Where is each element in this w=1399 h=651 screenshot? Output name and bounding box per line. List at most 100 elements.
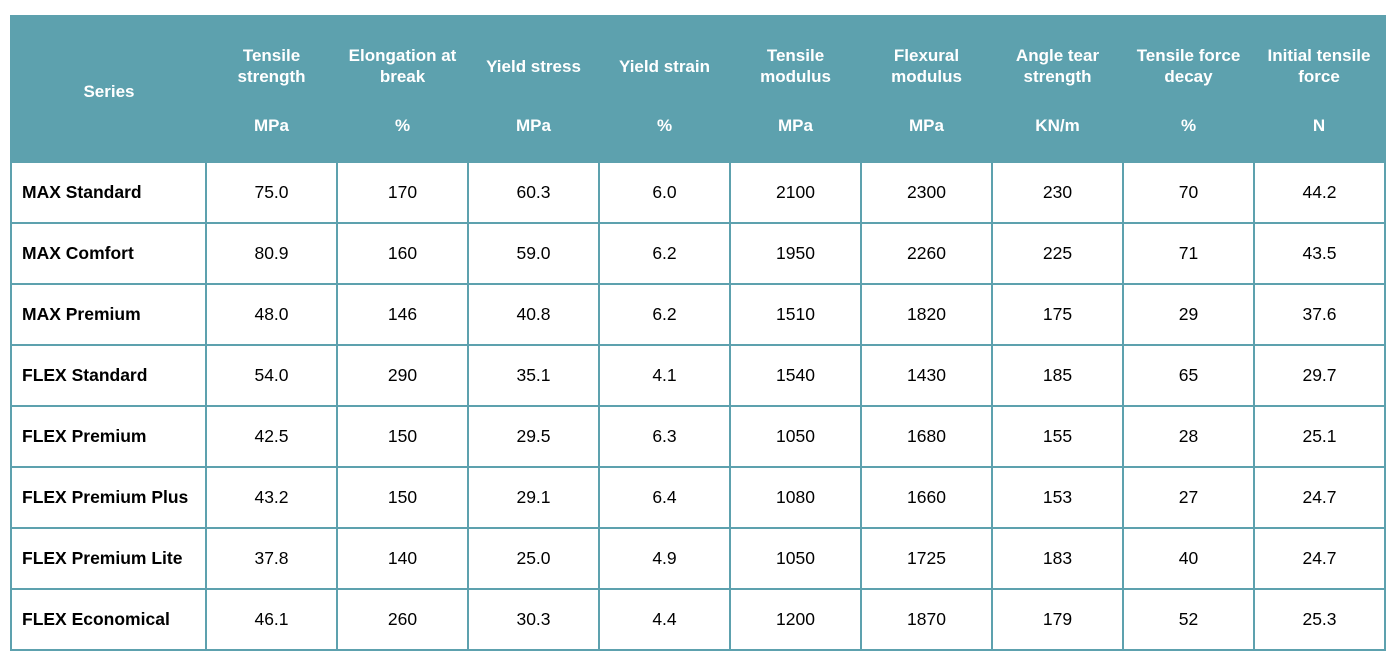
table-row: FLEX Premium Lite 37.8 140 25.0 4.9 1050 1725 1… <box>10 527 1386 590</box>
value-cell: 6.3 <box>598 405 731 468</box>
value-cell: 44.2 <box>1253 161 1386 224</box>
value-cell: 1200 <box>729 588 862 651</box>
value-cell: 1050 <box>729 405 862 468</box>
column-header: Yield strain <box>599 16 730 111</box>
column-header: Yield stress <box>468 16 599 111</box>
value-cell: 225 <box>991 222 1124 285</box>
table-header: Series Tensile strength Elongation at bre… <box>11 16 1385 162</box>
value-cell: 1680 <box>860 405 993 468</box>
value-cell: 28 <box>1122 405 1255 468</box>
value-cell: 1050 <box>729 527 862 590</box>
value-cell: 59.0 <box>467 222 600 285</box>
table-row: MAX Comfort 80.9 160 59.0 6.2 1950 2260 225 71 43… <box>10 222 1386 285</box>
table-row: FLEX Standard 54.0 290 35.1 4.1 1540 1430 185 65… <box>10 344 1386 407</box>
value-cell: 1660 <box>860 466 993 529</box>
table-row: MAX Premium 48.0 146 40.8 6.2 1510 1820 175 29 37… <box>10 283 1386 346</box>
series-name-cell: MAX Comfort <box>10 222 207 285</box>
properties-table-container: Series Tensile strength Elongation at bre… <box>10 15 1386 651</box>
series-name-cell: MAX Standard <box>10 161 207 224</box>
value-cell: 35.1 <box>467 344 600 407</box>
value-cell: 4.4 <box>598 588 731 651</box>
series-name-cell: FLEX Standard <box>10 344 207 407</box>
value-cell: 183 <box>991 527 1124 590</box>
value-cell: 1540 <box>729 344 862 407</box>
value-cell: 155 <box>991 405 1124 468</box>
column-unit: MPa <box>206 111 337 162</box>
value-cell: 25.0 <box>467 527 600 590</box>
column-header: Tensile modulus <box>730 16 861 111</box>
value-cell: 37.6 <box>1253 283 1386 346</box>
column-header: Tensile strength <box>206 16 337 111</box>
column-header: Initial tensile force <box>1254 16 1385 111</box>
value-cell: 75.0 <box>205 161 338 224</box>
column-header: Elongation at break <box>337 16 468 111</box>
value-cell: 170 <box>336 161 469 224</box>
column-header: Flexural modulus <box>861 16 992 111</box>
column-unit: KN/m <box>992 111 1123 162</box>
value-cell: 52 <box>1122 588 1255 651</box>
column-unit: % <box>1123 111 1254 162</box>
value-cell: 6.2 <box>598 222 731 285</box>
value-cell: 71 <box>1122 222 1255 285</box>
value-cell: 1820 <box>860 283 993 346</box>
value-cell: 25.1 <box>1253 405 1386 468</box>
value-cell: 185 <box>991 344 1124 407</box>
column-header: Tensile force decay <box>1123 16 1254 111</box>
value-cell: 230 <box>991 161 1124 224</box>
value-cell: 4.1 <box>598 344 731 407</box>
value-cell: 30.3 <box>467 588 600 651</box>
value-cell: 6.2 <box>598 283 731 346</box>
value-cell: 70 <box>1122 161 1255 224</box>
value-cell: 4.9 <box>598 527 731 590</box>
value-cell: 29.7 <box>1253 344 1386 407</box>
column-unit: % <box>599 111 730 162</box>
column-unit: MPa <box>730 111 861 162</box>
value-cell: 65 <box>1122 344 1255 407</box>
value-cell: 153 <box>991 466 1124 529</box>
value-cell: 80.9 <box>205 222 338 285</box>
value-cell: 6.0 <box>598 161 731 224</box>
value-cell: 1430 <box>860 344 993 407</box>
column-unit: N <box>1254 111 1385 162</box>
value-cell: 43.2 <box>205 466 338 529</box>
value-cell: 40 <box>1122 527 1255 590</box>
table-body: MAX Standard 75.0 170 60.3 6.0 2100 2300 230 70 4… <box>10 161 1386 651</box>
value-cell: 46.1 <box>205 588 338 651</box>
value-cell: 2100 <box>729 161 862 224</box>
value-cell: 260 <box>336 588 469 651</box>
value-cell: 290 <box>336 344 469 407</box>
value-cell: 43.5 <box>1253 222 1386 285</box>
value-cell: 24.7 <box>1253 527 1386 590</box>
table-row: FLEX Economical 46.1 260 30.3 4.4 1200 1870 179… <box>10 588 1386 651</box>
value-cell: 140 <box>336 527 469 590</box>
series-column-header: Series <box>11 16 206 162</box>
column-header: Angle tear strength <box>992 16 1123 111</box>
value-cell: 60.3 <box>467 161 600 224</box>
value-cell: 179 <box>991 588 1124 651</box>
series-name-cell: FLEX Premium <box>10 405 207 468</box>
value-cell: 1870 <box>860 588 993 651</box>
value-cell: 1510 <box>729 283 862 346</box>
value-cell: 150 <box>336 466 469 529</box>
value-cell: 25.3 <box>1253 588 1386 651</box>
value-cell: 150 <box>336 405 469 468</box>
series-name-cell: FLEX Economical <box>10 588 207 651</box>
column-unit: MPa <box>468 111 599 162</box>
table-row: FLEX Premium Plus 43.2 150 29.1 6.4 1080 1660 1… <box>10 466 1386 529</box>
value-cell: 2300 <box>860 161 993 224</box>
table-row: FLEX Premium 42.5 150 29.5 6.3 1050 1680 155 28 2… <box>10 405 1386 468</box>
value-cell: 42.5 <box>205 405 338 468</box>
value-cell: 1080 <box>729 466 862 529</box>
value-cell: 1725 <box>860 527 993 590</box>
value-cell: 29 <box>1122 283 1255 346</box>
value-cell: 27 <box>1122 466 1255 529</box>
value-cell: 6.4 <box>598 466 731 529</box>
value-cell: 175 <box>991 283 1124 346</box>
series-name-cell: FLEX Premium Lite <box>10 527 207 590</box>
properties-table: Series Tensile strength Elongation at bre… <box>10 15 1386 651</box>
value-cell: 1950 <box>729 222 862 285</box>
series-name-cell: MAX Premium <box>10 283 207 346</box>
value-cell: 146 <box>336 283 469 346</box>
series-name-cell: FLEX Premium Plus <box>10 466 207 529</box>
value-cell: 37.8 <box>205 527 338 590</box>
